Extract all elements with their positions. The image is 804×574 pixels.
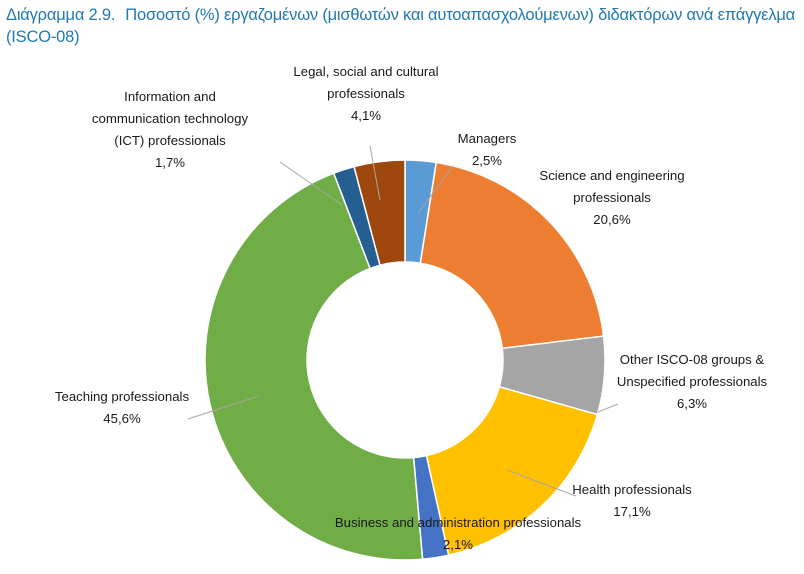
slice-name-label: (ICT) professionals xyxy=(114,133,226,148)
chart-title-text: Ποσοστό (%) εργαζομένων (μισθωτών και αυ… xyxy=(6,6,796,46)
slice-label-0: Managers 2,5% xyxy=(458,131,517,168)
slice-value-label: 20,6% xyxy=(593,212,631,227)
slice-label-6: Information and communication technology (… xyxy=(92,89,249,170)
slice-name-label: Information and xyxy=(124,89,216,104)
slice-name-label: Managers xyxy=(458,131,517,146)
slice-7 xyxy=(353,159,406,267)
donut-slices xyxy=(204,159,606,561)
slice-value-label: 17,1% xyxy=(613,504,651,519)
slice-name-label: Legal, social and cultural xyxy=(293,64,438,79)
slice-label-5: Teaching professionals 45,6% xyxy=(55,389,190,426)
slice-1 xyxy=(419,161,605,350)
leader-line-7 xyxy=(369,145,381,201)
slice-5 xyxy=(204,172,424,561)
slice-name-label: Other ISCO-08 groups & xyxy=(620,352,765,367)
slice-value-label: 1,7% xyxy=(155,155,185,170)
slice-value-label: 45,6% xyxy=(103,411,141,426)
slice-name-label: communication technology xyxy=(92,111,249,126)
slice-value-label: 2,1% xyxy=(443,537,473,552)
slice-label-2: Other ISCO-08 groups & Unspecified profes… xyxy=(617,352,768,411)
slice-label-4: Business and administration professional… xyxy=(335,515,582,552)
leader-lines xyxy=(187,145,619,497)
slice-value-label: 2,5% xyxy=(472,153,502,168)
slice-label-3: Health professionals 17,1% xyxy=(572,482,692,519)
slice-value-label: 6,3% xyxy=(677,396,707,411)
slice-name-label: Science and engineering xyxy=(539,168,684,183)
slice-name-label: Unspecified professionals xyxy=(617,374,768,389)
slice-name-label: professionals xyxy=(327,86,405,101)
chart-title-number: Διάγραμμα 2.9. xyxy=(6,6,116,24)
slice-label-1: Science and engineering professionals 20,6… xyxy=(539,168,684,227)
slice-label-7: Legal, social and cultural professionals 4… xyxy=(293,64,438,123)
slice-name-label: Business and administration professional… xyxy=(335,515,582,530)
slice-value-label: 4,1% xyxy=(351,108,381,123)
leader-line-2 xyxy=(597,403,619,413)
leader-line-0 xyxy=(418,165,454,213)
chart-title: Διάγραμμα 2.9. Ποσοστό (%) εργαζομένων (μ… xyxy=(6,4,802,48)
leader-line-5 xyxy=(187,395,260,420)
slice-name-label: professionals xyxy=(573,190,651,205)
slice-3 xyxy=(425,385,599,557)
leader-line-3 xyxy=(506,469,577,497)
leader-line-6 xyxy=(279,161,343,206)
slice-name-label: Health professionals xyxy=(572,482,692,497)
slice-name-label: Teaching professionals xyxy=(55,389,190,404)
slice-labels: Managers 2,5% Science and engineering profe… xyxy=(55,64,768,552)
